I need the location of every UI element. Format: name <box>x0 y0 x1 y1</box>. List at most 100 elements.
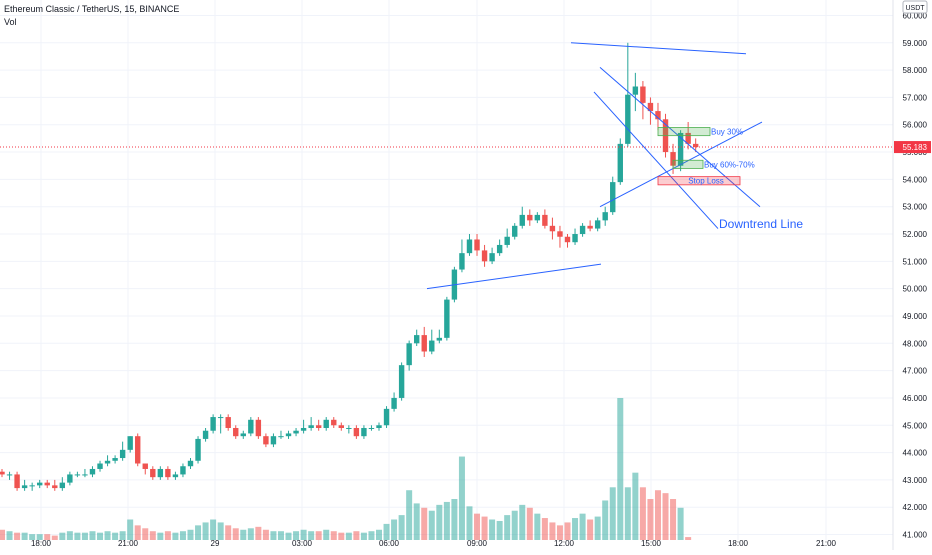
candle <box>436 329 443 344</box>
candle-body <box>489 253 495 262</box>
candle <box>97 460 103 472</box>
resistance-line <box>570 42 747 55</box>
price-tick-label: 41.000 <box>903 531 928 540</box>
volume-bar <box>685 537 692 540</box>
candle-body <box>225 417 231 428</box>
candle-body <box>210 417 216 431</box>
last-price-label: 55.183 <box>903 143 928 152</box>
support-trendline <box>426 263 602 290</box>
candle-body <box>37 482 43 486</box>
candle <box>353 425 360 439</box>
candle <box>466 234 473 256</box>
candle <box>406 340 412 371</box>
volume-bar <box>89 531 96 540</box>
candle-body <box>82 474 88 476</box>
candle <box>474 234 480 256</box>
candle-body <box>429 340 435 352</box>
candle <box>692 138 699 153</box>
volume-bar <box>496 520 503 540</box>
volume-bar <box>451 499 458 540</box>
candle <box>527 209 533 226</box>
volume-bar <box>406 490 413 540</box>
candle <box>557 225 563 248</box>
buy-30-zone <box>657 127 711 137</box>
candle-body <box>594 220 601 229</box>
time-tick-label: 12:00 <box>554 539 575 548</box>
candle-body <box>406 343 412 366</box>
price-tick-label: 56.000 <box>903 121 928 130</box>
volume-label: Vol <box>4 17 17 27</box>
volume-bar <box>654 490 661 540</box>
candle <box>104 455 111 467</box>
currency-badge: USDT <box>905 5 925 12</box>
candle-body <box>29 485 35 487</box>
candle-body <box>0 471 5 475</box>
volume-bar <box>564 522 571 540</box>
candle <box>368 425 375 431</box>
volume-bar <box>74 532 81 540</box>
candle <box>315 419 322 431</box>
candle-body <box>67 474 73 483</box>
candle <box>217 414 224 434</box>
volume-bar <box>609 487 616 540</box>
candle-body <box>376 425 382 428</box>
candle <box>346 425 352 434</box>
candle-body <box>127 436 133 450</box>
candle <box>6 471 13 480</box>
candle-body <box>421 335 427 352</box>
candle <box>504 228 510 248</box>
candle <box>150 466 156 480</box>
volume-bar <box>149 531 156 540</box>
candle <box>44 479 50 489</box>
candle <box>640 81 646 120</box>
volume-bar <box>572 518 579 540</box>
volume-bar <box>29 534 36 540</box>
candle <box>398 362 405 401</box>
candle <box>534 212 541 224</box>
price-tick-label: 54.000 <box>903 175 928 184</box>
candle <box>459 239 465 273</box>
volume-bar <box>134 525 141 540</box>
volume-bar <box>594 516 601 540</box>
candle <box>0 468 5 478</box>
candle-body <box>504 236 510 245</box>
volume-bar <box>391 519 398 540</box>
candle-body <box>150 468 156 478</box>
volume-bar <box>277 531 284 540</box>
price-tick-label: 48.000 <box>903 339 928 348</box>
volume-bar <box>549 522 556 540</box>
candle-body <box>157 468 164 478</box>
volume-bar <box>0 529 5 540</box>
time-tick-label: 21:00 <box>816 539 837 548</box>
price-tick-label: 57.000 <box>903 93 928 102</box>
volume-bar <box>21 532 28 540</box>
volume-bar <box>413 503 420 540</box>
time-tick-label: 03:00 <box>292 539 313 548</box>
candle-body <box>496 244 503 254</box>
candle <box>444 296 450 341</box>
candle-body <box>233 427 239 437</box>
volume-bar <box>293 531 300 540</box>
volume-bar <box>112 532 119 540</box>
volume-bar <box>240 529 247 540</box>
volume-bar <box>270 531 277 540</box>
candle-body <box>579 225 586 235</box>
volume-bar <box>323 529 330 540</box>
candle-body <box>625 94 631 144</box>
candle <box>617 138 623 185</box>
candle <box>632 72 639 112</box>
candle-body <box>112 458 118 461</box>
candle <box>308 417 314 431</box>
volume-bar <box>345 532 352 540</box>
candle-body <box>512 225 518 237</box>
candle <box>89 466 96 478</box>
volume-bar <box>428 510 435 540</box>
candle-body <box>6 474 13 476</box>
volume-bar <box>36 534 43 540</box>
volume-bar <box>202 522 209 540</box>
candle <box>37 479 43 489</box>
candle <box>202 427 209 442</box>
candle <box>180 463 186 478</box>
candle-body <box>165 468 171 478</box>
